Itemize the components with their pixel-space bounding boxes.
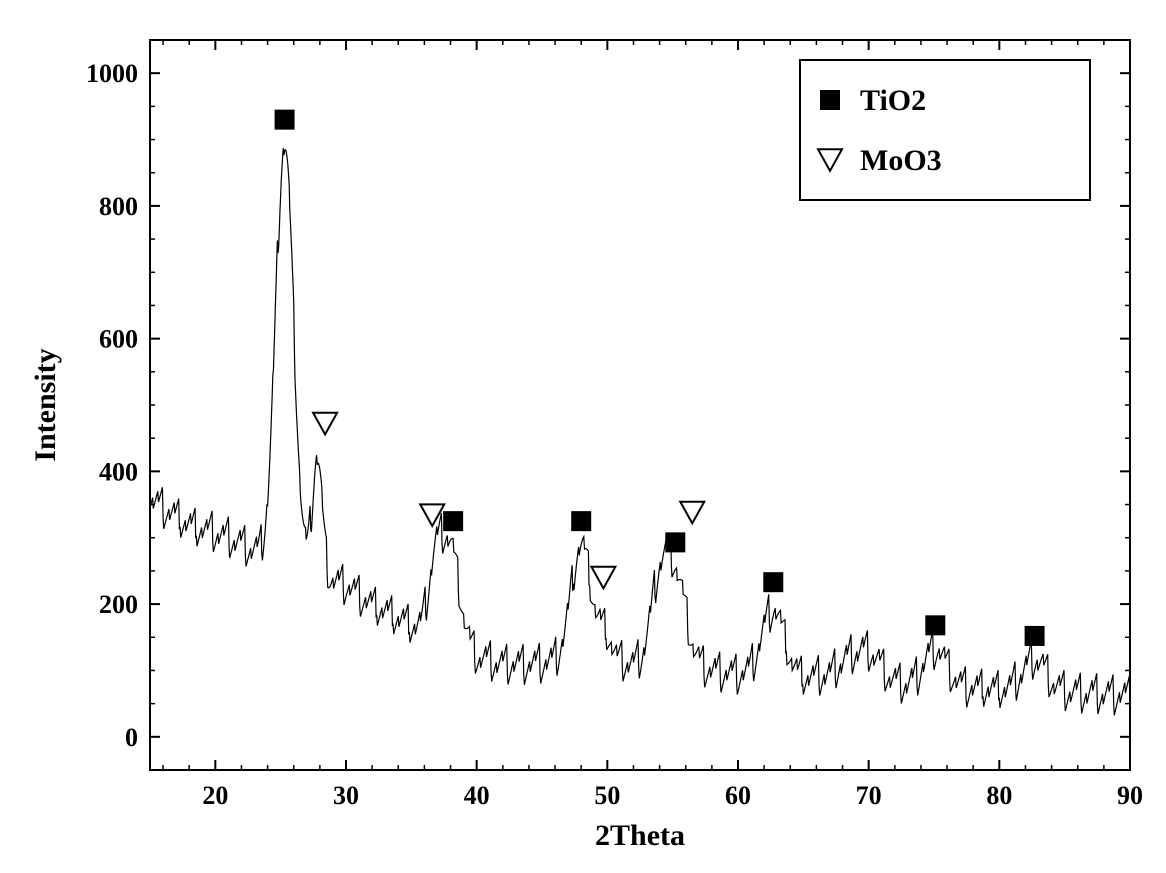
svg-text:0: 0 — [125, 723, 138, 752]
svg-text:800: 800 — [99, 192, 138, 221]
xrd-chart: 20 30 40 50 60 70 80 90 0 200 400 600 800 1000 2Theta I… — [0, 0, 1166, 873]
tio2-marker — [1025, 626, 1045, 646]
tio2-marker — [925, 615, 945, 635]
svg-text:60: 60 — [725, 781, 751, 810]
x-axis-label: 2Theta — [595, 819, 685, 852]
svg-text:70: 70 — [856, 781, 882, 810]
svg-text:600: 600 — [99, 325, 138, 354]
tio2-marker — [763, 572, 783, 592]
chart-svg: 20 30 40 50 60 70 80 90 0 200 400 600 800 1000 2Theta I… — [0, 0, 1166, 873]
tio2-marker — [665, 532, 685, 552]
svg-text:90: 90 — [1117, 781, 1143, 810]
legend-square-icon — [820, 90, 840, 110]
svg-text:400: 400 — [99, 457, 138, 486]
svg-text:1000: 1000 — [86, 59, 138, 88]
svg-text:30: 30 — [333, 781, 359, 810]
tio2-marker — [275, 110, 295, 130]
svg-text:50: 50 — [594, 781, 620, 810]
y-axis-label: Intensity — [29, 348, 62, 461]
svg-text:200: 200 — [99, 590, 138, 619]
legend-label: MoO3 — [860, 144, 942, 177]
tio2-marker — [443, 511, 463, 531]
legend-box — [800, 60, 1090, 200]
svg-text:40: 40 — [464, 781, 490, 810]
svg-text:20: 20 — [202, 781, 228, 810]
tio2-marker — [571, 511, 591, 531]
legend-label: TiO2 — [860, 84, 926, 117]
svg-text:80: 80 — [986, 781, 1012, 810]
